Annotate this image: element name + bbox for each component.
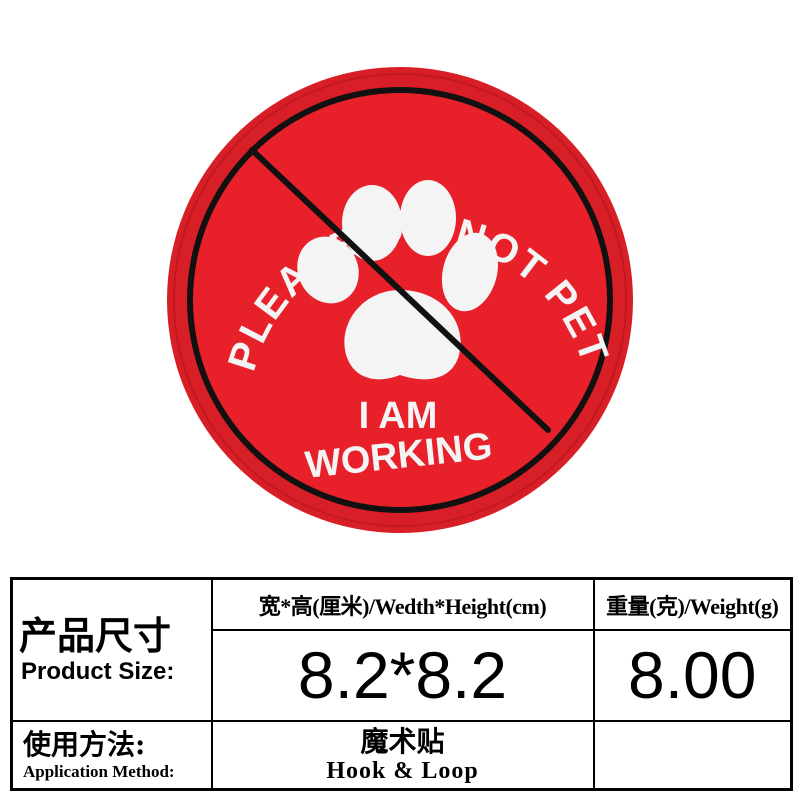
empty-cell <box>592 719 793 791</box>
patch-image: PLEASE DO NOT PET ME I AM WORKING <box>0 0 633 533</box>
dimension-header-cell: 宽*高(厘米)/Wedth*Height(cm) <box>210 577 595 632</box>
application-en: Application Method: <box>23 761 175 781</box>
dimension-header: 宽*高(厘米)/Wedth*Height(cm) <box>258 593 547 619</box>
prohibition-slash <box>249 147 551 433</box>
dimension-value: 8.2*8.2 <box>297 638 508 713</box>
spec-table: 产品尺寸 Product Size: 宽*高(厘米)/Wedth*Height(… <box>10 577 793 791</box>
method-en: Hook & Loop <box>326 757 479 784</box>
application-label-cell: 使用方法: Application Method: <box>10 719 213 791</box>
application-zh: 使用方法: <box>23 727 146 761</box>
patch-bottom-line1: I AM <box>359 395 438 437</box>
method-zh: 魔术贴 <box>360 724 445 758</box>
weight-header: 重量(克)/Weight(g) <box>606 593 779 619</box>
product-size-zh: 产品尺寸 <box>19 612 172 658</box>
paw-print-icon <box>297 180 499 380</box>
product-size-label-cell: 产品尺寸 Product Size: <box>10 577 213 722</box>
product-size-en: Product Size: <box>21 657 175 685</box>
weight-header-cell: 重量(克)/Weight(g) <box>592 577 793 632</box>
method-value-cell: 魔术贴 Hook & Loop <box>210 719 595 791</box>
weight-value: 8.00 <box>628 638 757 713</box>
weight-value-cell: 8.00 <box>592 629 793 722</box>
dimension-value-cell: 8.2*8.2 <box>210 629 595 722</box>
